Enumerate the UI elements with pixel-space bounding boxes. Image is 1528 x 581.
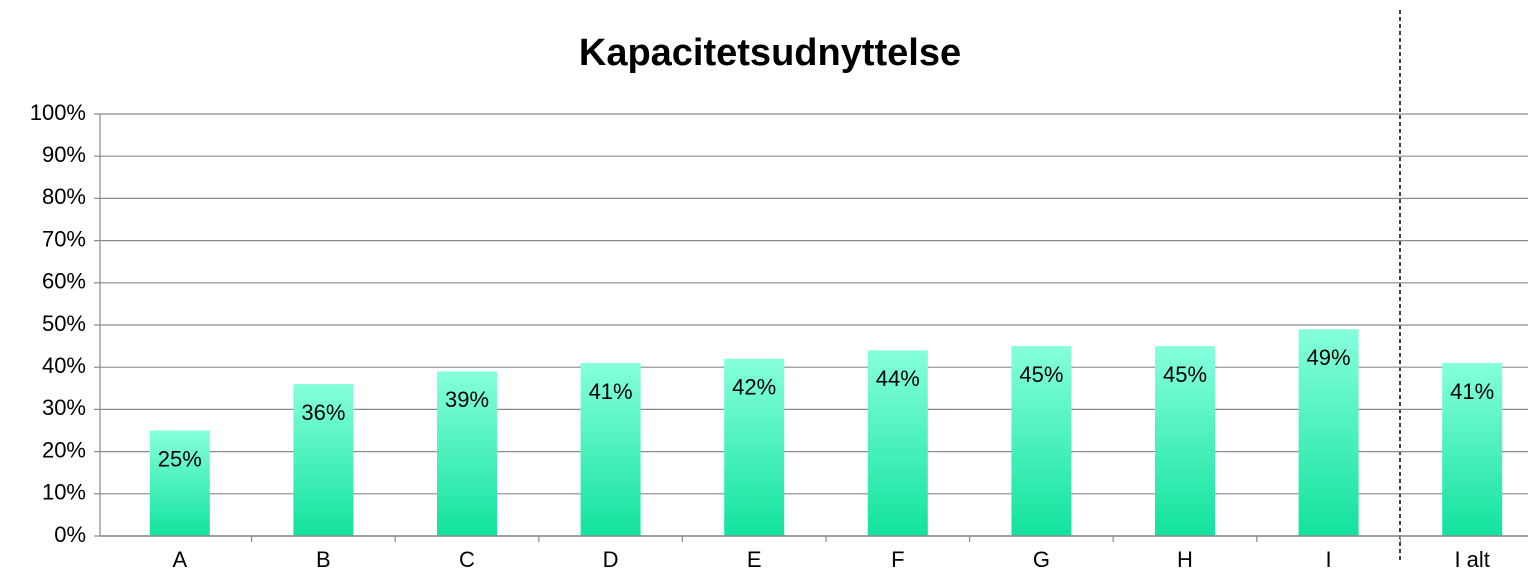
bar	[1442, 362, 1503, 536]
data-label: 45%	[1019, 362, 1063, 387]
x-tick-label: C	[459, 547, 475, 572]
y-tick-label: 40%	[42, 353, 86, 378]
bar	[149, 430, 210, 536]
bar	[1298, 329, 1359, 536]
bar	[867, 350, 928, 536]
bar	[1011, 346, 1072, 536]
y-tick-label: 90%	[42, 142, 86, 167]
y-tick-label: 20%	[42, 437, 86, 462]
data-label: 45%	[1163, 362, 1207, 387]
x-tick-label: B	[316, 547, 331, 572]
bar	[437, 371, 497, 536]
x-tick-label: E	[747, 547, 762, 572]
bar	[1155, 346, 1215, 536]
data-label: 44%	[876, 366, 920, 391]
data-label: 25%	[158, 446, 202, 471]
data-label: 41%	[1450, 379, 1494, 404]
y-tick-label: 80%	[42, 184, 86, 209]
y-tick-label: 50%	[42, 311, 86, 336]
y-tick-label: 0%	[54, 522, 86, 547]
y-tick-label: 30%	[42, 395, 86, 420]
x-tick-label: F	[891, 547, 904, 572]
x-tick-label: I alt	[1454, 547, 1489, 572]
x-tick-label: G	[1033, 547, 1050, 572]
chart-title: Kapacitetsudnyttelse	[579, 32, 961, 74]
bar	[724, 358, 785, 536]
y-tick-label: 100%	[30, 100, 86, 125]
x-tick-label: A	[172, 547, 187, 572]
x-tick-label: H	[1177, 547, 1193, 572]
x-tick-label: D	[603, 547, 619, 572]
data-label: 41%	[589, 379, 633, 404]
data-label: 36%	[301, 400, 345, 425]
data-label: 42%	[732, 375, 776, 400]
bar	[580, 362, 641, 536]
x-tick-label: I	[1326, 547, 1332, 572]
y-tick-label: 60%	[42, 269, 86, 294]
y-tick-label: 70%	[42, 226, 86, 251]
data-label: 49%	[1307, 345, 1351, 370]
bar	[293, 384, 354, 536]
y-tick-label: 10%	[42, 480, 86, 505]
data-label: 39%	[445, 387, 489, 412]
